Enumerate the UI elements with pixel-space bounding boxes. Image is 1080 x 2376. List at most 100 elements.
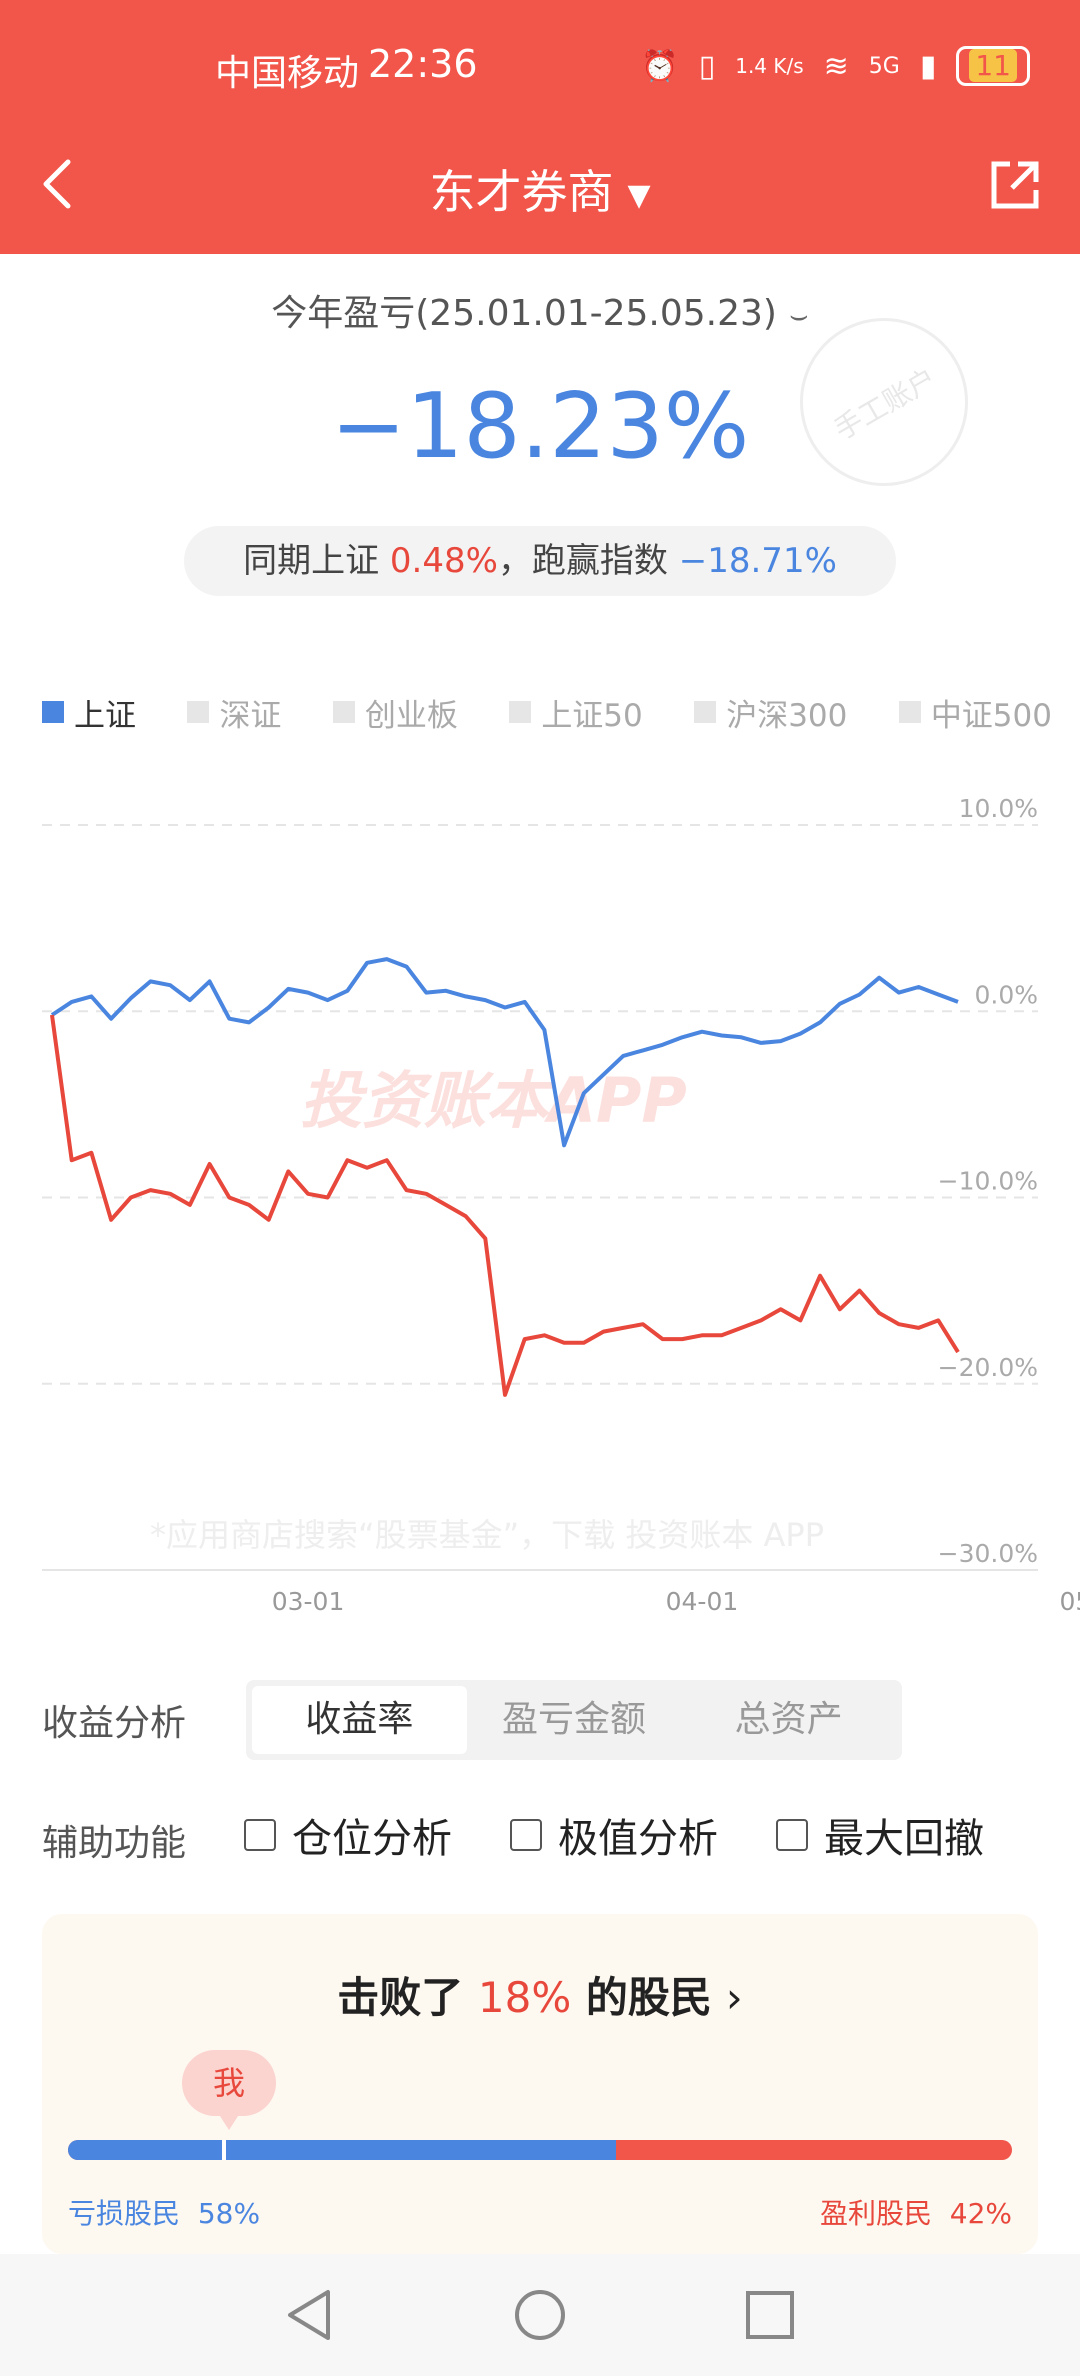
beat-suffix: 的股民 xyxy=(585,1973,712,2022)
x-tick-label: 05-01 xyxy=(1060,1587,1080,1616)
index-compare-pill: 同期上证 0.48%，跑赢指数 −18.71% xyxy=(184,526,896,596)
legend-swatch xyxy=(42,701,64,723)
system-nav-bar xyxy=(0,2254,1080,2376)
legend-label: 上证50 xyxy=(541,697,643,734)
loss-label: 亏损股民 xyxy=(68,2197,181,2230)
nav-recents-icon[interactable] xyxy=(730,2280,810,2350)
aux-row: 辅助功能 仓位分析 极值分析 最大回撤 xyxy=(0,1800,1080,1870)
caret-down-icon: ▼ xyxy=(627,178,651,213)
legend-swatch xyxy=(694,701,717,723)
compare-prefix: 同期上证 xyxy=(243,541,380,581)
loss-pct: 58% xyxy=(197,2197,261,2230)
beat-index-value: −18.71% xyxy=(678,541,837,581)
legend-label: 中证500 xyxy=(930,697,1052,734)
beat-prefix: 击败了 xyxy=(337,1973,464,2022)
vibrate-icon: ▯ xyxy=(698,48,716,84)
beat-title[interactable]: 击败了 18% 的股民 › xyxy=(42,1964,1038,2025)
battery-level: 11 xyxy=(969,49,1017,82)
return-summary: 今年盈亏(25.01.01-25.05.23) ⌣ −18.23% 手工账户 同期… xyxy=(0,254,1080,634)
legend-item-shanghai[interactable]: 上证 xyxy=(42,690,136,734)
y-tick-label: −10.0% xyxy=(938,1167,1038,1196)
legend-item-shenzhen[interactable]: 深证 xyxy=(187,690,281,734)
app-header: 中国移动 22:36 ⏰ ▯ 1.4 K/s ≋ 5G ▮ 11 东才券商 ▼ xyxy=(0,0,1080,254)
analysis-tabs: 收益率 盈亏金额 总资产 xyxy=(246,1680,902,1760)
profit-investors-label: 盈利股民 42% xyxy=(820,2192,1012,2232)
return-percent: −18.23% xyxy=(330,374,750,479)
x-tick-label: 04-01 xyxy=(666,1587,739,1616)
legend-label: 上证 xyxy=(74,697,136,734)
checkbox-label: 仓位分析 xyxy=(292,1816,452,1862)
share-icon[interactable] xyxy=(988,158,1042,212)
checkbox-box[interactable] xyxy=(510,1819,542,1851)
loss-investors-label: 亏损股民 58% xyxy=(68,2192,260,2232)
legend-label: 创业板 xyxy=(364,697,458,734)
hide-eye-icon[interactable]: ⌣ xyxy=(788,298,809,333)
legend-item-sse50[interactable]: 上证50 xyxy=(509,690,643,734)
net-speed: 1.4 K/s xyxy=(735,54,804,78)
checkbox-box[interactable] xyxy=(244,1819,276,1851)
back-icon[interactable] xyxy=(38,154,98,214)
profit-label: 盈利股民 xyxy=(819,2197,932,2230)
chevron-right-icon: › xyxy=(725,1973,743,2022)
legend-item-csi300[interactable]: 沪深300 xyxy=(694,690,847,734)
legend-item-chinext[interactable]: 创业板 xyxy=(332,690,458,734)
chart-svg: 10.0% 0.0% −10.0% −20.0% −30.0% 03-01 04-01 05-… xyxy=(42,794,1080,1616)
chart-watermark: 投资账本APP xyxy=(300,1064,687,1137)
legend-swatch xyxy=(332,701,355,723)
y-tick-label: 10.0% xyxy=(959,794,1038,823)
loss-segment xyxy=(68,2140,616,2160)
index-line xyxy=(50,957,959,1148)
period-label: 今年盈亏(25.01.01-25.05.23) xyxy=(271,293,777,334)
y-tick-label: 0.0% xyxy=(974,980,1038,1009)
carrier-label: 中国移动 xyxy=(215,53,360,94)
aux-label: 辅助功能 xyxy=(42,1823,187,1864)
status-icons: ⏰ ▯ 1.4 K/s ≋ 5G ▮ 11 xyxy=(641,46,1030,86)
broker-title: 东才券商 xyxy=(429,165,614,219)
wifi-icon: ≋ xyxy=(823,48,849,84)
legend-swatch xyxy=(187,701,210,723)
legend-label: 深证 xyxy=(219,697,282,734)
checkbox-label: 极值分析 xyxy=(558,1816,718,1862)
investor-distribution-bar xyxy=(68,2140,1012,2160)
checkbox-box[interactable] xyxy=(776,1819,808,1851)
legend-swatch xyxy=(509,701,532,723)
return-chart[interactable]: 投资账本APP *应用商店搜索“股票基金”，下载 投资账本 APP 10.0% 0… xyxy=(0,770,1080,1650)
checkbox-label: 最大回撤 xyxy=(824,1816,984,1862)
nav-bar: 东才券商 ▼ xyxy=(0,150,1080,220)
clock: 22:36 xyxy=(368,42,478,86)
beat-investors-card[interactable]: 击败了 18% 的股民 › 我 亏损股民 58% 盈利股民 42% xyxy=(42,1914,1038,2254)
y-tick-label: −20.0% xyxy=(938,1353,1038,1382)
nav-back-icon[interactable] xyxy=(270,2280,350,2350)
legend-label: 沪深300 xyxy=(726,697,848,734)
analysis-row: 收益分析 收益率 盈亏金额 总资产 xyxy=(0,1680,1080,1760)
alarm-icon: ⏰ xyxy=(641,48,679,84)
beat-percent: 18% xyxy=(477,1973,572,2022)
account-return-line xyxy=(50,1014,960,1397)
position-analysis-checkbox[interactable]: 仓位分析 xyxy=(244,1806,452,1864)
max-drawdown-checkbox[interactable]: 最大回撤 xyxy=(776,1806,984,1864)
period-row: 今年盈亏(25.01.01-25.05.23) ⌣ xyxy=(0,284,1080,336)
tab-pnl-amount[interactable]: 盈亏金额 xyxy=(502,1699,647,1740)
y-tick-label: −30.0% xyxy=(938,1539,1038,1568)
me-tick xyxy=(222,2140,226,2160)
tab-return-rate[interactable]: 收益率 xyxy=(252,1686,467,1754)
signal-label: 5G xyxy=(868,53,900,79)
chart-footer-note: *应用商店搜索“股票基金”，下载 投资账本 APP xyxy=(150,1516,824,1554)
legend-item-csi500[interactable]: 中证500 xyxy=(898,690,1052,734)
nav-home-icon[interactable] xyxy=(500,2280,580,2350)
analysis-label: 收益分析 xyxy=(42,1703,187,1744)
legend-swatch xyxy=(898,701,921,723)
compare-mid: ，跑赢指数 xyxy=(497,541,668,581)
status-bar: 中国移动 22:36 ⏰ ▯ 1.4 K/s ≋ 5G ▮ 11 xyxy=(0,40,1080,100)
aux-options: 仓位分析 极值分析 最大回撤 xyxy=(244,1806,984,1864)
index-return: 0.48% xyxy=(389,541,498,581)
me-marker: 我 xyxy=(182,2050,276,2130)
tab-total-assets[interactable]: 总资产 xyxy=(734,1699,843,1740)
index-legend: 上证 深证 创业板 上证50 沪深300 中证500 xyxy=(42,690,1052,734)
x-tick-label: 03-01 xyxy=(272,1587,345,1616)
extreme-analysis-checkbox[interactable]: 极值分析 xyxy=(510,1806,718,1864)
signal-icon: ▮ xyxy=(919,48,937,84)
broker-selector[interactable]: 东才券商 ▼ xyxy=(0,156,1080,222)
profit-pct: 42% xyxy=(949,2197,1012,2230)
battery-icon: 11 xyxy=(956,46,1030,86)
